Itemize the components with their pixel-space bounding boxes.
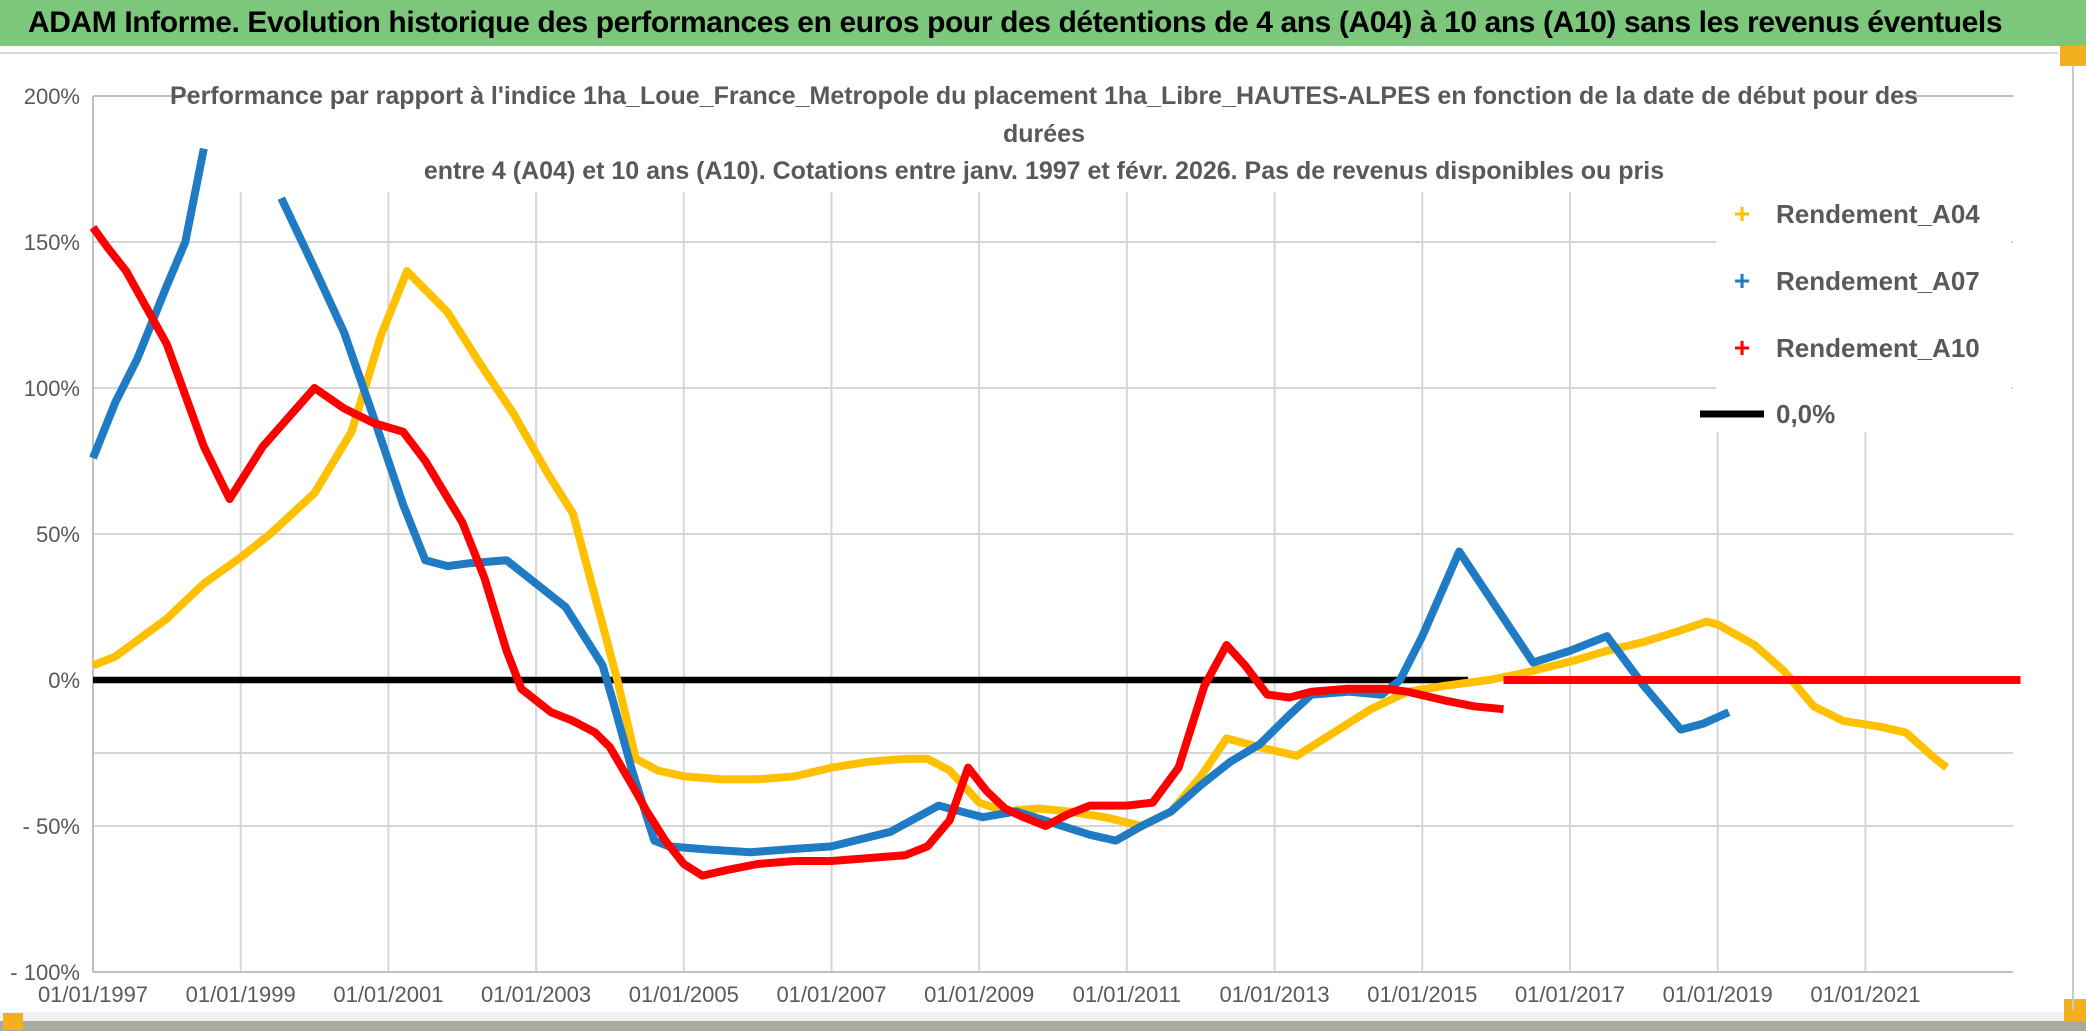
x-axis-tick-label: 01/01/2011 bbox=[1073, 982, 1181, 1007]
legend-label[interactable]: 0,0% bbox=[1776, 399, 1835, 429]
x-axis-tick-label: 01/01/2005 bbox=[629, 982, 739, 1007]
x-axis-tick-label: 01/01/2001 bbox=[333, 982, 443, 1007]
chart-title-line: durées bbox=[1003, 120, 1085, 148]
bottom-left-accent bbox=[3, 1013, 23, 1030]
legend-label[interactable]: Rendement_A04 bbox=[1776, 199, 1980, 229]
x-axis-tick-label: 01/01/2015 bbox=[1367, 982, 1477, 1007]
y-axis-tick-label: 150% bbox=[24, 230, 80, 255]
header-banner-title: ADAM Informe. Evolution historique des p… bbox=[28, 6, 2003, 39]
chart-title-line: Performance par rapport à l'indice 1ha_L… bbox=[170, 82, 1918, 110]
x-axis-tick-label: 01/01/2013 bbox=[1220, 982, 1330, 1007]
title-background bbox=[195, 76, 1895, 192]
x-axis-tick-label: 01/01/1999 bbox=[186, 982, 296, 1007]
legend-plus-marker-icon[interactable]: + bbox=[1734, 332, 1750, 363]
y-axis-tick-label: 50% bbox=[36, 522, 80, 547]
x-axis-tick-label: 01/01/1997 bbox=[38, 982, 148, 1007]
x-axis-tick-label: 01/01/2003 bbox=[481, 982, 591, 1007]
x-axis-tick-label: 01/01/2017 bbox=[1515, 982, 1625, 1007]
y-axis-tick-label: 0% bbox=[48, 668, 80, 693]
legend-plus-marker-icon[interactable]: + bbox=[1734, 265, 1750, 296]
x-axis-tick-label: 01/01/2021 bbox=[1810, 982, 1920, 1007]
y-axis-tick-label: - 100% bbox=[10, 960, 80, 985]
y-axis-tick-label: 200% bbox=[24, 84, 80, 109]
x-axis-tick-label: 01/01/2009 bbox=[924, 982, 1034, 1007]
x-axis-tick-label: 01/01/2019 bbox=[1663, 982, 1773, 1007]
window-bottom-strip bbox=[0, 1021, 2086, 1031]
chart-title-line: entre 4 (A04) et 10 ans (A10). Cotations… bbox=[424, 157, 1664, 185]
top-right-accent bbox=[2060, 46, 2086, 66]
x-axis-tick-label: 01/01/2007 bbox=[776, 982, 886, 1007]
legend-label[interactable]: Rendement_A07 bbox=[1776, 266, 1980, 296]
legend-background bbox=[1716, 192, 2011, 432]
y-axis-tick-label: - 50% bbox=[23, 814, 80, 839]
y-axis-tick-label: 100% bbox=[24, 376, 80, 401]
legend-label[interactable]: Rendement_A10 bbox=[1776, 333, 1980, 363]
series-Rendement_A07 bbox=[277, 196, 1731, 857]
header-banner: ADAM Informe. Evolution historique des p… bbox=[0, 0, 2086, 46]
series-Rendement_A10 bbox=[89, 225, 1504, 880]
bottom-margin bbox=[0, 1012, 2086, 1021]
legend-plus-marker-icon[interactable]: + bbox=[1734, 198, 1750, 229]
series-Rendement_A04 bbox=[91, 267, 1950, 830]
window-right-edge bbox=[2072, 66, 2074, 1010]
banner-underline bbox=[0, 52, 2058, 54]
bottom-right-accent bbox=[2064, 999, 2086, 1021]
